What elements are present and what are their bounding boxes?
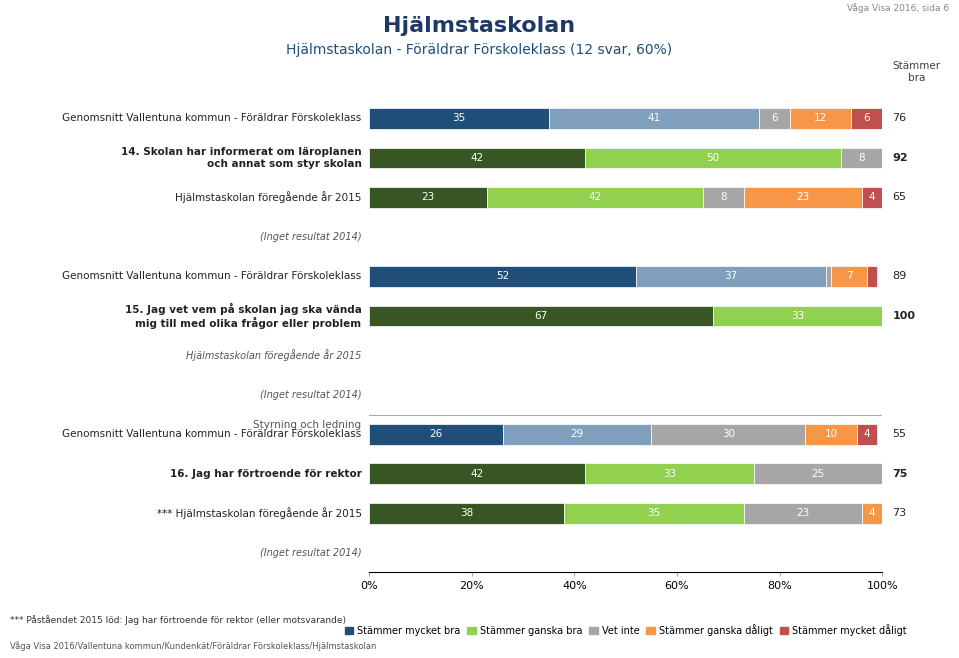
Text: Genomsnitt Vallentuna kommun - Föräldrar Förskoleklass: Genomsnitt Vallentuna kommun - Föräldrar…: [62, 271, 362, 282]
Text: (Inget resultat 2014): (Inget resultat 2014): [260, 547, 362, 558]
Bar: [564, 503, 744, 524]
Text: Stämmer
bra: Stämmer bra: [893, 61, 941, 83]
Text: Genomsnitt Vallentuna kommun - Föräldrar Förskoleklass: Genomsnitt Vallentuna kommun - Föräldrar…: [62, 429, 362, 440]
Bar: [651, 424, 806, 445]
Bar: [862, 503, 882, 524]
Text: 16. Jag har förtroende för rektor: 16. Jag har förtroende för rektor: [170, 468, 362, 479]
Text: 76: 76: [893, 113, 906, 124]
Text: *** Hjälmstaskolan föregående år 2015: *** Hjälmstaskolan föregående år 2015: [156, 507, 362, 519]
Text: 42: 42: [470, 468, 483, 479]
Text: 15. Jag vet vem på skolan jag ska vända
mig till med olika frågor eller problem: 15. Jag vet vem på skolan jag ska vända …: [125, 303, 362, 329]
Text: 23: 23: [796, 192, 809, 203]
Text: 89: 89: [893, 271, 907, 282]
Text: 6: 6: [771, 113, 778, 124]
Text: 23: 23: [422, 192, 434, 203]
Text: 29: 29: [571, 429, 584, 440]
Bar: [760, 108, 790, 129]
Bar: [862, 187, 882, 208]
Bar: [369, 147, 585, 168]
Bar: [636, 266, 826, 287]
Text: 50: 50: [707, 153, 719, 163]
Text: 42: 42: [588, 192, 601, 203]
Text: 7: 7: [846, 271, 853, 282]
Text: 14. Skolan har informerat om läroplanen
och annat som styr skolan: 14. Skolan har informerat om läroplanen …: [121, 147, 362, 168]
Text: 10: 10: [825, 429, 837, 440]
Text: 67: 67: [534, 311, 548, 321]
Text: 41: 41: [647, 113, 661, 124]
Bar: [826, 266, 830, 287]
Bar: [703, 187, 744, 208]
Text: 8: 8: [858, 153, 865, 163]
Text: 55: 55: [893, 429, 906, 440]
Bar: [841, 147, 882, 168]
Text: Hjälmstaskolan föregående år 2015: Hjälmstaskolan föregående år 2015: [175, 191, 362, 203]
Text: 73: 73: [893, 508, 906, 519]
Bar: [790, 108, 852, 129]
Text: Hjälmstaskolan: Hjälmstaskolan: [384, 16, 575, 36]
Bar: [744, 187, 862, 208]
Text: 33: 33: [791, 311, 805, 321]
Text: 4: 4: [869, 508, 876, 519]
Text: 75: 75: [893, 468, 908, 479]
Bar: [487, 187, 703, 208]
Text: 12: 12: [814, 113, 828, 124]
Text: 38: 38: [460, 508, 474, 519]
Text: Våga Visa 2016/Vallentuna kommun/Kundenkät/Föräldrar Förskoleklass/Hjälmstaskola: Våga Visa 2016/Vallentuna kommun/Kundenk…: [10, 642, 376, 651]
Text: 26: 26: [430, 429, 442, 440]
Text: Hjälmstaskolan föregående år 2015: Hjälmstaskolan föregående år 2015: [186, 349, 362, 361]
Text: 42: 42: [470, 153, 483, 163]
Bar: [503, 424, 651, 445]
Text: 6: 6: [863, 113, 870, 124]
Bar: [369, 305, 713, 326]
Text: Hjälmstaskolan - Föräldrar Förskoleklass (12 svar, 60%): Hjälmstaskolan - Föräldrar Förskoleklass…: [287, 43, 672, 57]
Bar: [585, 463, 754, 484]
Text: 92: 92: [893, 153, 908, 163]
Bar: [830, 266, 867, 287]
Text: 30: 30: [722, 429, 735, 440]
Bar: [585, 147, 841, 168]
Bar: [806, 424, 856, 445]
Bar: [549, 108, 760, 129]
Text: 35: 35: [453, 113, 466, 124]
Text: 100: 100: [893, 311, 916, 321]
Text: 65: 65: [893, 192, 906, 203]
Bar: [713, 305, 882, 326]
Text: 52: 52: [496, 271, 509, 282]
Text: 8: 8: [720, 192, 727, 203]
Text: 4: 4: [869, 192, 876, 203]
Text: Styrning och ledning: Styrning och ledning: [253, 420, 362, 430]
Bar: [744, 503, 862, 524]
Bar: [369, 187, 487, 208]
Text: 35: 35: [647, 508, 661, 519]
Text: Våga Visa 2016, sida 6: Våga Visa 2016, sida 6: [848, 3, 949, 13]
Bar: [856, 424, 877, 445]
Bar: [369, 503, 564, 524]
Bar: [867, 266, 877, 287]
Text: 25: 25: [811, 468, 825, 479]
Bar: [369, 108, 549, 129]
Text: Genomsnitt Vallentuna kommun - Föräldrar Förskoleklass: Genomsnitt Vallentuna kommun - Föräldrar…: [62, 113, 362, 124]
Text: 33: 33: [663, 468, 676, 479]
Bar: [369, 463, 585, 484]
Bar: [852, 108, 882, 129]
Text: (Inget resultat 2014): (Inget resultat 2014): [260, 390, 362, 400]
Text: (Inget resultat 2014): (Inget resultat 2014): [260, 232, 362, 242]
Text: *** Påståendet 2015 löd: Jag har förtroende för rektor (eller motsvarande): *** Påståendet 2015 löd: Jag har förtroe…: [10, 615, 345, 625]
Bar: [369, 424, 503, 445]
Text: 4: 4: [863, 429, 870, 440]
Text: 37: 37: [724, 271, 737, 282]
Text: 23: 23: [796, 508, 809, 519]
Legend: Stämmer mycket bra, Stämmer ganska bra, Vet inte, Stämmer ganska dåligt, Stämmer: Stämmer mycket bra, Stämmer ganska bra, …: [340, 620, 911, 640]
Bar: [369, 266, 636, 287]
Bar: [754, 463, 882, 484]
